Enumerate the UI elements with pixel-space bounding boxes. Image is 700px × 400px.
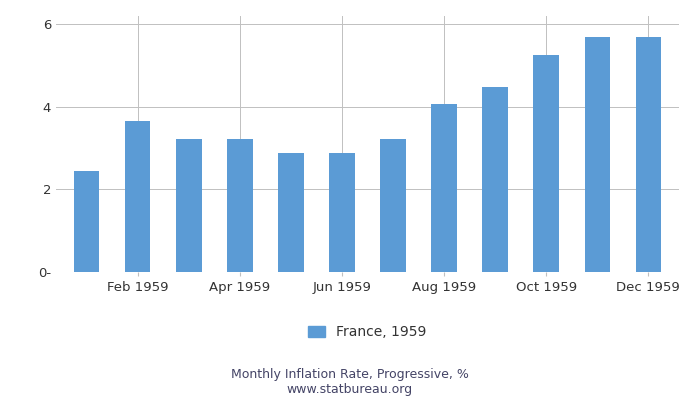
Bar — [584, 38, 610, 272]
Bar — [380, 139, 406, 272]
Bar — [125, 121, 150, 272]
Bar — [329, 153, 355, 272]
Legend: France, 1959: France, 1959 — [303, 320, 432, 345]
Bar — [636, 38, 661, 272]
Bar — [278, 153, 304, 272]
Bar — [74, 171, 99, 272]
Text: Monthly Inflation Rate, Progressive, %: Monthly Inflation Rate, Progressive, % — [231, 368, 469, 381]
Bar — [431, 104, 457, 272]
Bar — [176, 139, 202, 272]
Text: www.statbureau.org: www.statbureau.org — [287, 383, 413, 396]
Bar — [227, 139, 253, 272]
Bar — [482, 87, 508, 272]
Bar — [533, 55, 559, 272]
